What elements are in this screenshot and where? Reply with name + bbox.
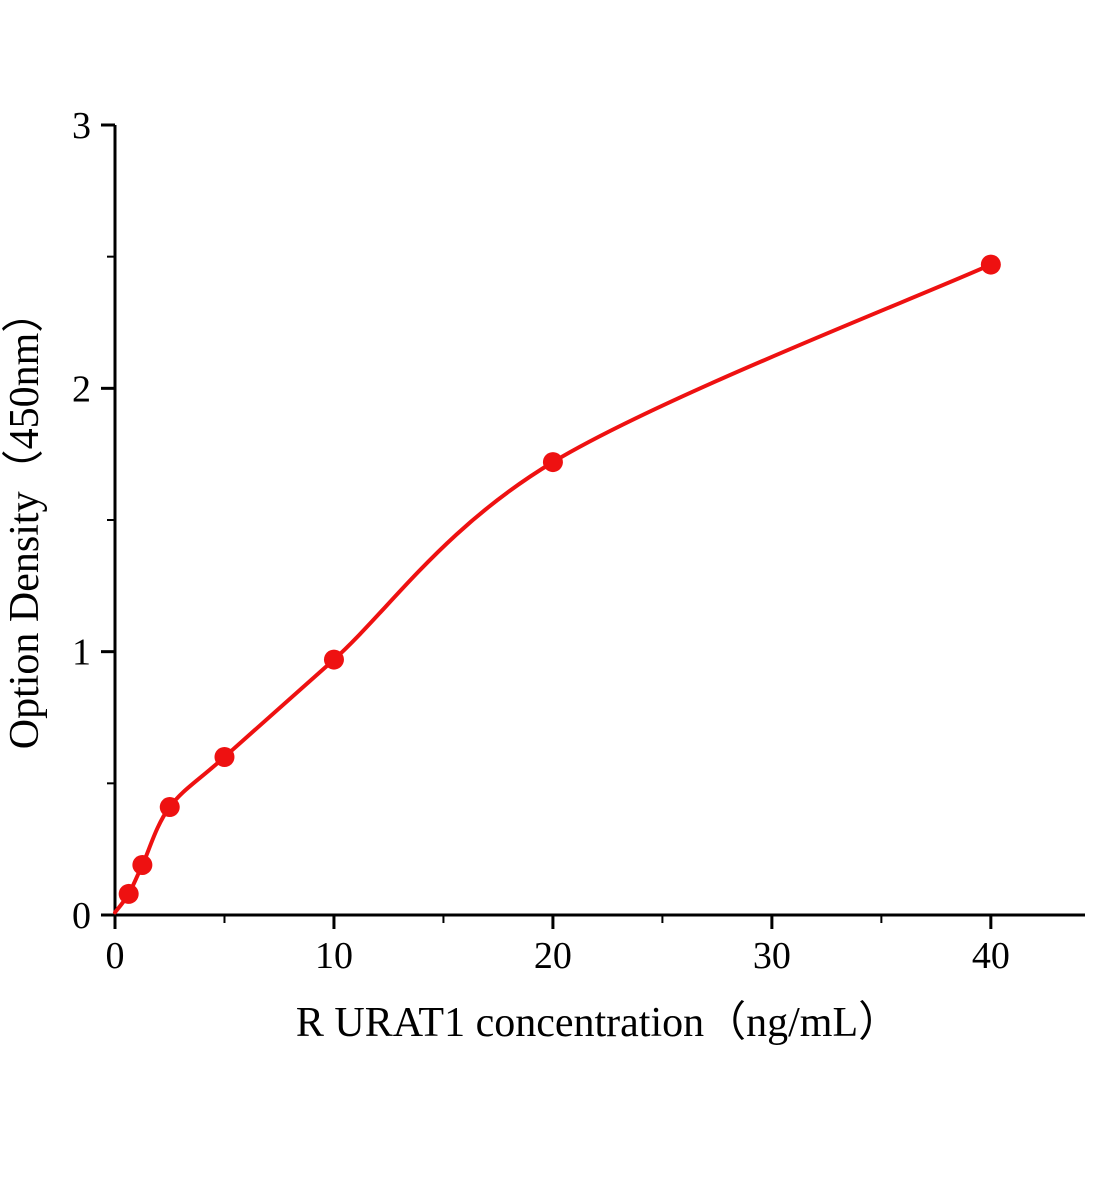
- fit-curve: [113, 262, 993, 915]
- data-point: [323, 649, 344, 670]
- x-tick-label: 0: [106, 935, 125, 977]
- data-point: [542, 452, 563, 473]
- x-tick-label: 10: [315, 935, 353, 977]
- plot-area: 0 10 20 30 40 0 1 2 3: [72, 105, 1085, 977]
- data-point: [132, 854, 153, 875]
- data-point: [980, 254, 1001, 275]
- y-tick-label: 0: [72, 895, 91, 937]
- x-tick-label: 30: [753, 935, 791, 977]
- data-point: [118, 883, 139, 904]
- x-tick-label: 20: [534, 935, 572, 977]
- data-point: [214, 747, 235, 767]
- y-tick-label: 3: [72, 105, 91, 147]
- y-tick-label: 1: [72, 632, 91, 674]
- y-axis-title: Option Density（450nm）: [2, 291, 48, 750]
- y-tick-label: 2: [72, 368, 91, 410]
- x-axis-title: R URAT1 concentration（ng/mL）: [296, 1000, 900, 1046]
- x-tick-label: 40: [972, 935, 1010, 977]
- data-point: [159, 797, 180, 818]
